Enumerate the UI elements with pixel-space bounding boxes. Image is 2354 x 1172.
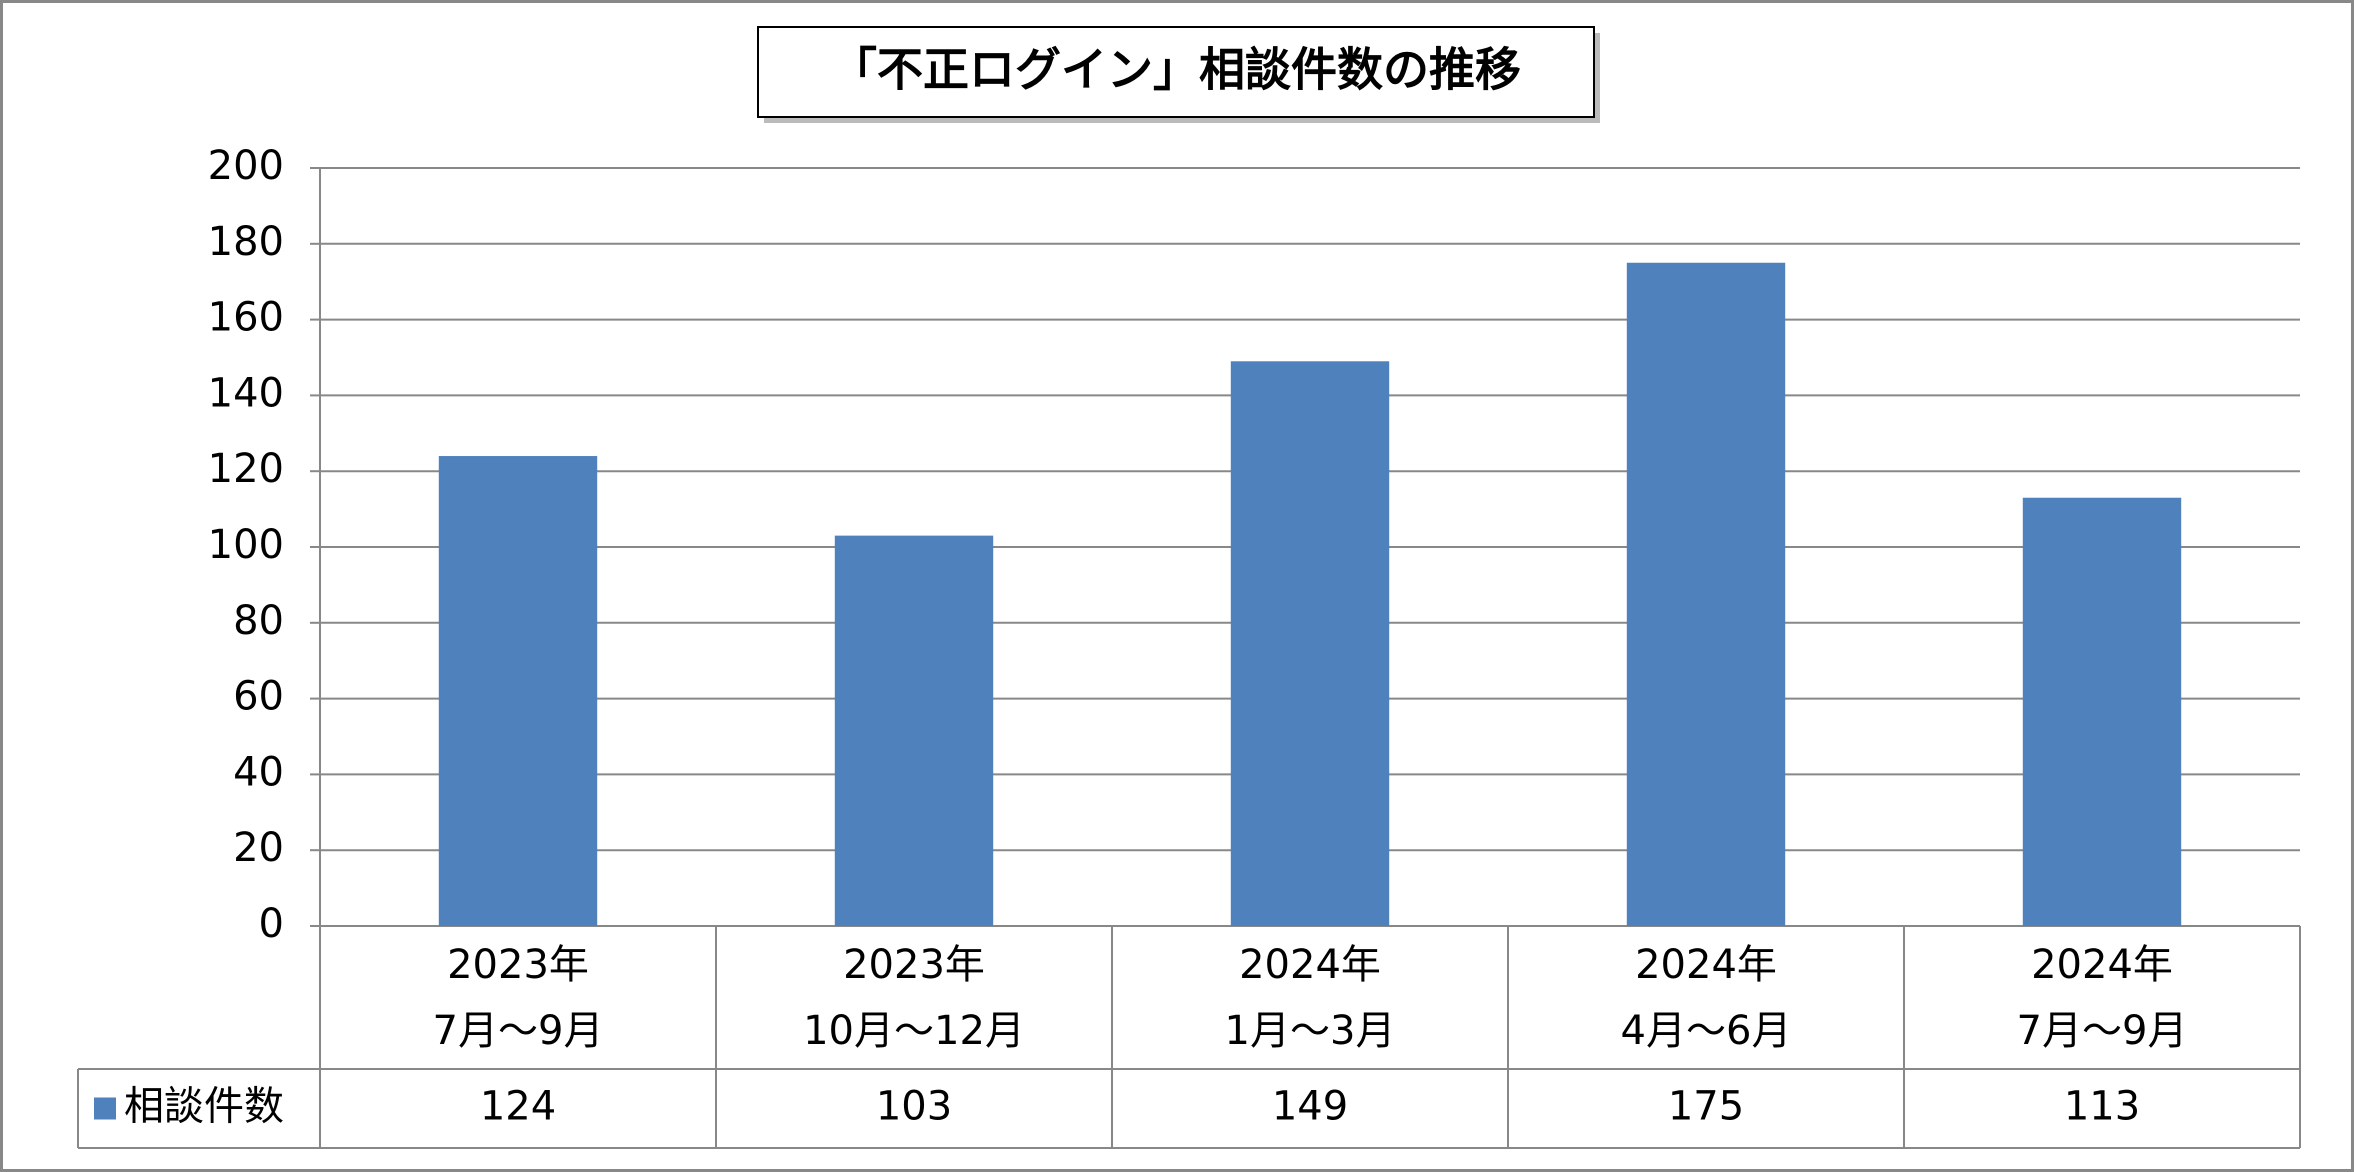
bar <box>438 456 598 926</box>
bar <box>2022 497 2182 926</box>
y-tick-label: 140 <box>208 370 284 416</box>
x-tick-label: 2023年 7月～9月 <box>432 941 604 1054</box>
table-value: 103 <box>876 1084 952 1130</box>
table-value: 124 <box>480 1084 556 1130</box>
y-tick-label: 100 <box>208 522 284 568</box>
y-tick-label: 200 <box>208 143 284 189</box>
y-tick-label: 180 <box>208 219 284 265</box>
table-value: 175 <box>1668 1084 1744 1130</box>
y-tick-label: 60 <box>233 674 284 720</box>
bar <box>834 535 994 926</box>
x-tick-label: 2024年 1月～3月 <box>1224 941 1396 1054</box>
chart-title: 「不正ログイン」相談件数の推移 <box>831 43 1521 97</box>
y-tick-label: 120 <box>208 446 284 492</box>
title-box <box>757 26 1595 118</box>
x-tick-label: 2023年 10月～12月 <box>803 941 1025 1054</box>
table-value: 113 <box>2064 1084 2140 1130</box>
y-tick-label: 20 <box>233 825 284 871</box>
y-tick-label: 80 <box>233 598 284 644</box>
bar <box>1626 262 1786 926</box>
legend-label: 相談件数 <box>124 1084 284 1130</box>
y-tick-label: 40 <box>233 749 284 795</box>
table-value: 149 <box>1272 1084 1348 1130</box>
y-tick-label: 0 <box>259 901 284 947</box>
legend-swatch <box>94 1097 116 1120</box>
x-tick-label: 2024年 4月～6月 <box>1620 941 1792 1054</box>
bar <box>1230 361 1390 926</box>
y-tick-label: 160 <box>208 295 284 341</box>
x-tick-label: 2024年 7月～9月 <box>2016 941 2188 1054</box>
